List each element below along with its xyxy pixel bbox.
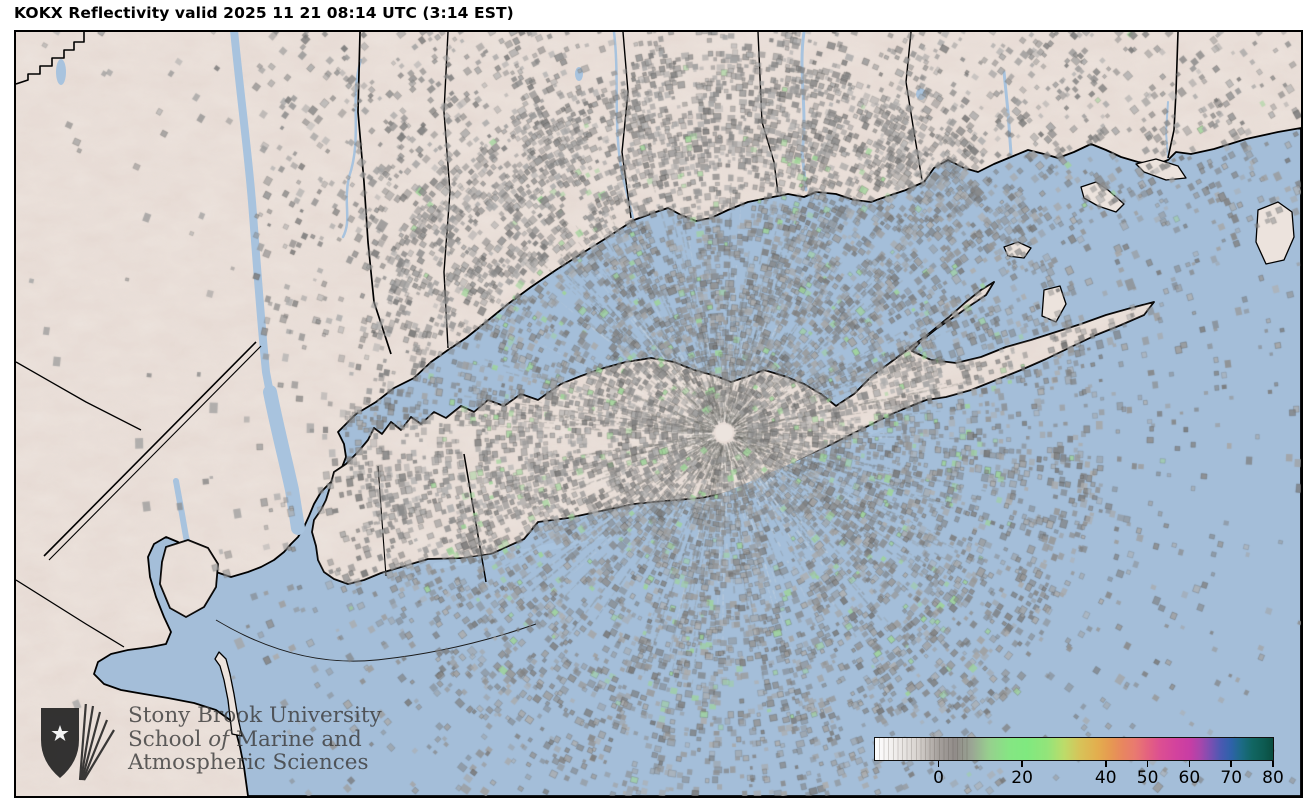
- colorbar-tick-mark-70: [1230, 761, 1232, 767]
- radar-map-frame: 0 20 40 50 60 70 80 Stony Brook University Sch…: [14, 30, 1303, 798]
- colorbar-tick-label-20: 20: [1011, 768, 1033, 788]
- colorbar-tick-label-70: 70: [1220, 768, 1243, 788]
- colorbar-tick-label-40: 40: [1094, 768, 1117, 788]
- colorbar-tick-mark-80: [1272, 761, 1274, 767]
- sbu-line-1: Stony Brook University: [128, 703, 382, 728]
- sbu-line-3: Atmospheric Sciences: [128, 750, 369, 775]
- radar-clutter-layer: [16, 32, 1301, 796]
- colorbar-tick-mark-20: [1021, 761, 1023, 767]
- colorbar-tick-label-80: 80: [1262, 768, 1284, 788]
- sbu-logo: Stony Brook University School of Marine …: [36, 704, 382, 784]
- colorbar-tick-mark-60: [1188, 761, 1191, 767]
- sbu-line-2: School of Marine and: [128, 726, 362, 752]
- colorbar-tick-mark-0: [937, 761, 940, 767]
- colorbar-tick-label-50: 50: [1136, 768, 1159, 788]
- sbu-wordmark: Stony Brook University School of Marine …: [128, 704, 382, 775]
- colorbar-tick-label-0: 0: [933, 768, 944, 788]
- colorbar-tick-label-60: 60: [1178, 768, 1201, 788]
- sbu-shield-icon: [41, 704, 115, 781]
- reflectivity-colorbar: 0 20 40 50 60 70 80: [874, 737, 1284, 788]
- colorbar-tick-mark-40: [1105, 761, 1107, 767]
- colorbar-tick-mark-50: [1146, 761, 1149, 767]
- page-title: KOKX Reflectivity valid 2025 11 21 08:14…: [14, 4, 514, 22]
- colorbar-discrete-stripes: [878, 738, 971, 760]
